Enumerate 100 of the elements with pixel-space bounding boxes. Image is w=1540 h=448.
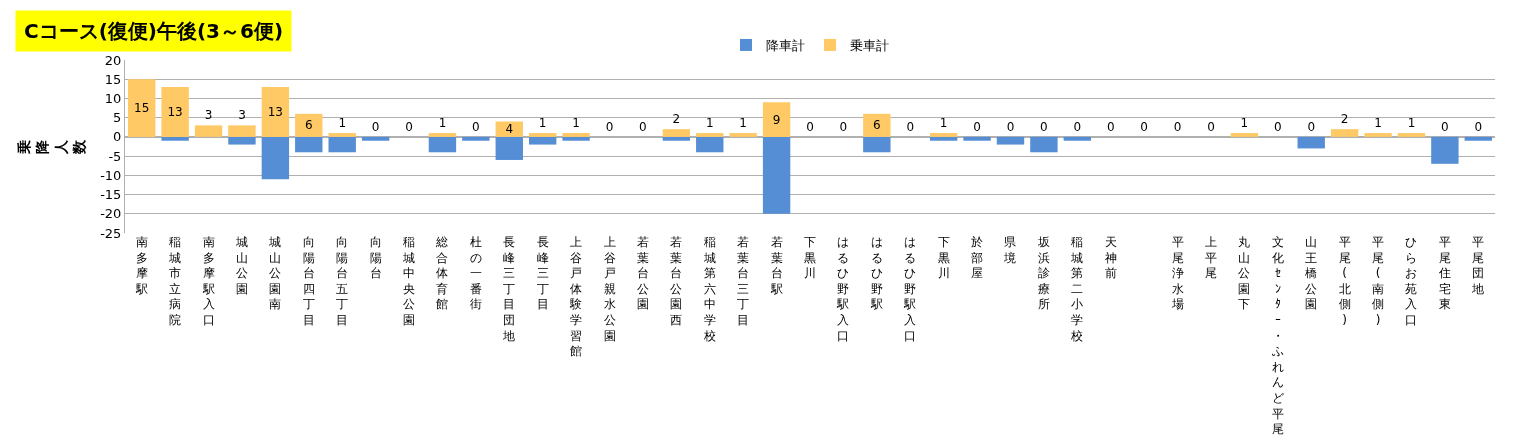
- data-label: 6: [304, 118, 313, 133]
- data-label: 1: [739, 116, 747, 131]
- bar: [863, 113, 891, 137]
- bar: [562, 133, 590, 137]
- x-tick-label: 山王橋公園: [1305, 235, 1318, 312]
- y-tick-label: -5: [108, 148, 122, 164]
- bar: [863, 136, 891, 153]
- bar: [295, 136, 323, 153]
- bar: [1464, 136, 1492, 141]
- data-label: 1: [338, 116, 347, 131]
- y-tick-label: 20: [104, 52, 122, 68]
- data-label: 0: [1474, 119, 1483, 134]
- data-label: 1: [1407, 116, 1416, 131]
- data-label: 6: [873, 118, 881, 133]
- x-tick-label: はるひ野駅: [869, 235, 883, 312]
- bar: [228, 136, 256, 145]
- bar: [1297, 136, 1325, 149]
- x-tick-label: 長峰三丁目: [536, 235, 549, 312]
- x-tick-label: 平尾団地: [1471, 235, 1485, 296]
- data-label: 0: [973, 119, 981, 134]
- x-tick-label: 稲城中央公園: [402, 235, 416, 327]
- x-tick-label: 若葉台公園西: [670, 235, 683, 327]
- x-tick-label: 坂浜診療所: [1036, 235, 1050, 312]
- x-tick-label: 上谷戸親水公園: [603, 235, 616, 343]
- data-label: 0: [1106, 119, 1115, 134]
- x-tick-label: 於部屋: [971, 235, 984, 281]
- data-label: 0: [1307, 119, 1316, 134]
- data-label: 0: [405, 119, 413, 134]
- x-tick-label: 稲城第二小学校: [1070, 235, 1084, 343]
- data-label: 0: [1040, 119, 1048, 134]
- data-label: 0: [371, 119, 380, 134]
- bar: [194, 125, 223, 137]
- chart-title: Cコース(復便)午後(3～6便): [24, 19, 284, 43]
- data-label: 0: [1173, 119, 1182, 134]
- data-label: 0: [1140, 119, 1148, 134]
- bar: [1431, 136, 1459, 164]
- bar: [428, 136, 457, 153]
- bar: [261, 136, 290, 180]
- x-tick-label: 稲城第六中学校: [702, 235, 716, 343]
- data-label: 0: [839, 119, 848, 134]
- bar: [662, 129, 691, 137]
- legend-label: 乗車計: [850, 38, 889, 54]
- data-label: 0: [806, 119, 814, 134]
- category-label: 文化ｾﾝﾀｰ・ふれんど平尾: [1271, 235, 1284, 437]
- data-label: 1: [438, 116, 447, 131]
- x-tick-label: 若葉台公園: [636, 235, 649, 312]
- bar: [462, 136, 490, 141]
- y-tick-label: 0: [113, 129, 122, 145]
- x-tick-label: 上谷戸体験学習館: [569, 235, 583, 359]
- data-label: 0: [639, 119, 647, 134]
- x-tick-label: 天神前: [1104, 235, 1117, 281]
- x-tick-label: 城山公園南: [268, 235, 282, 312]
- data-label: 13: [167, 104, 183, 119]
- bar: [328, 136, 356, 153]
- bar: [762, 102, 791, 137]
- x-tick-label: ひらお苑入口: [1405, 235, 1418, 327]
- legend-label: 降車計: [766, 38, 805, 54]
- data-label: 1: [1240, 116, 1249, 131]
- x-tick-label: 平尾住宅東: [1437, 235, 1451, 312]
- data-label: 0: [1006, 119, 1015, 134]
- x-tick-label: 向陽台五丁目: [336, 235, 349, 327]
- data-label: 1: [705, 116, 714, 131]
- data-label: 0: [605, 119, 614, 134]
- x-tick-label: はるひ野駅入口: [836, 235, 850, 343]
- y-tick-label: 5: [113, 110, 122, 126]
- data-label: 15: [134, 101, 150, 116]
- data-label: 0: [1273, 119, 1282, 134]
- data-label: 1: [572, 116, 580, 131]
- x-tick-label: 県境: [1003, 235, 1017, 265]
- bar: [228, 125, 256, 137]
- x-tick-label: 上平尾: [1204, 235, 1217, 281]
- bar: [1397, 133, 1426, 137]
- bar: [929, 133, 958, 137]
- x-tick-label: 向陽台: [369, 235, 382, 281]
- x-tick-label: 稲城市立病院: [168, 235, 182, 327]
- bar: [1063, 136, 1092, 141]
- bar: [562, 136, 590, 141]
- x-tick-label: 若葉台三丁目: [737, 235, 750, 327]
- data-label: 0: [1207, 119, 1215, 134]
- x-tick-label: 南多摩駅入口: [201, 235, 215, 327]
- x-tick-label: 向陽台四丁目: [302, 235, 315, 327]
- bar: [996, 136, 1025, 145]
- x-tick-label: はるひ野駅入口: [903, 235, 917, 343]
- y-tick-label: -15: [100, 187, 122, 203]
- data-label: 2: [1340, 112, 1349, 127]
- data-label: 0: [472, 119, 480, 134]
- data-label: 1: [538, 116, 547, 131]
- bar: [361, 136, 390, 141]
- bar: [495, 136, 523, 160]
- bar: [662, 136, 691, 141]
- bar: [128, 79, 156, 137]
- bar: [696, 133, 724, 137]
- data-label: 0: [1073, 119, 1082, 134]
- x-tick-label: 平尾浄水場: [1170, 235, 1184, 312]
- data-label: 3: [204, 108, 213, 123]
- bar: [929, 136, 958, 141]
- x-tick-label: 総合体育館: [435, 235, 449, 312]
- data-label: 0: [1441, 119, 1449, 134]
- x-tick-label: 下黒川: [804, 235, 816, 281]
- bar: [1364, 133, 1392, 137]
